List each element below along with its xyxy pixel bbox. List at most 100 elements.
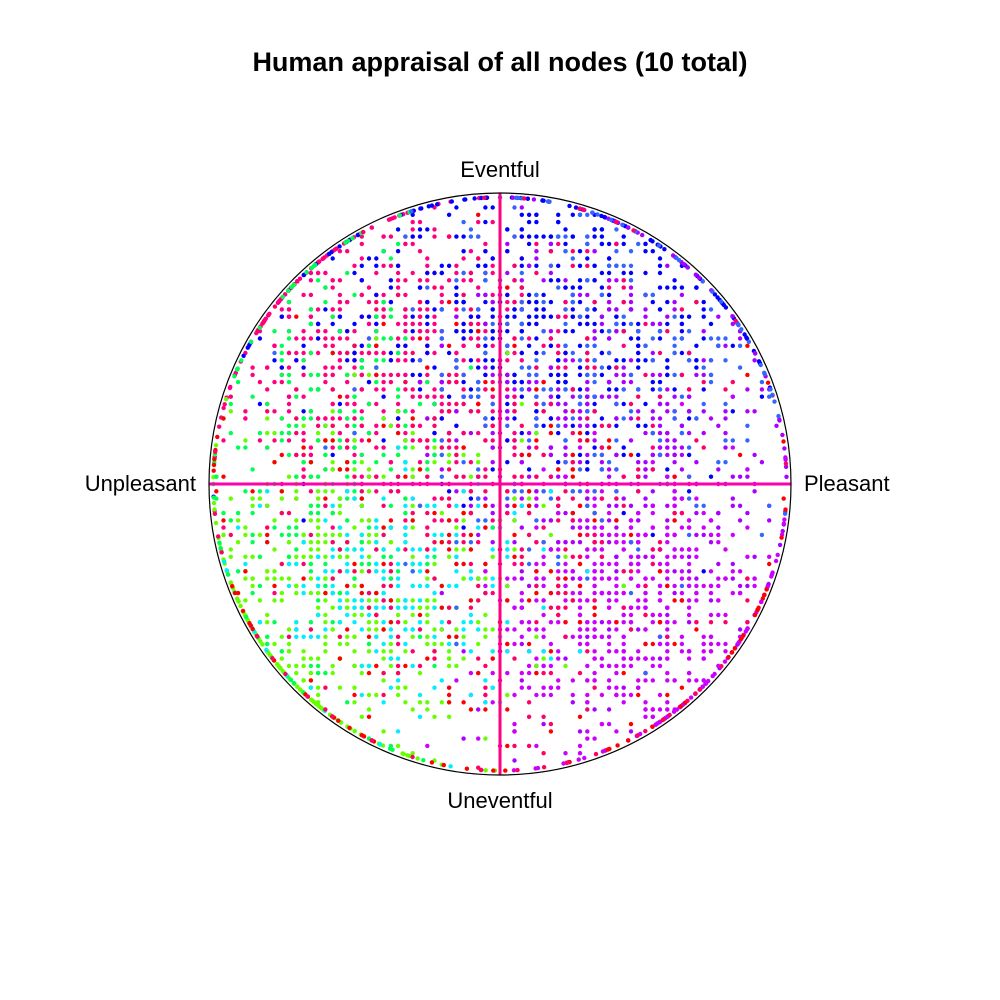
data-point [657, 336, 663, 341]
data-point [243, 569, 248, 574]
data-point [577, 321, 583, 327]
data-point [534, 263, 539, 268]
data-point [526, 336, 532, 341]
data-point [665, 409, 670, 414]
data-point [330, 503, 335, 508]
data-point [352, 452, 357, 458]
data-point [345, 532, 350, 538]
data-point [628, 663, 634, 669]
data-point [482, 195, 487, 200]
data-point [279, 598, 284, 603]
data-point [592, 590, 597, 596]
data-point [512, 518, 517, 523]
data-point [359, 598, 364, 603]
data-point [374, 430, 379, 436]
data-point [250, 590, 255, 596]
data-point [352, 547, 357, 552]
data-point [512, 721, 517, 727]
data-point [330, 416, 335, 421]
data-point [345, 350, 350, 356]
data-point [257, 336, 263, 341]
data-point [512, 656, 517, 661]
data-point [366, 554, 372, 559]
axis-label-pleasant: Pleasant [804, 471, 890, 496]
data-point [512, 430, 517, 436]
data-point [374, 358, 379, 363]
data-point [541, 692, 546, 698]
data-point [461, 489, 466, 494]
data-point [330, 460, 335, 465]
data-point [505, 576, 510, 581]
data-point [592, 518, 597, 523]
data-point [723, 460, 728, 465]
data-point [526, 627, 532, 632]
data-point [395, 270, 401, 276]
data-point [345, 372, 350, 378]
data-point [570, 700, 575, 705]
data-point [679, 554, 685, 559]
data-point [519, 234, 524, 239]
data-point [483, 278, 488, 283]
data-point [359, 612, 364, 618]
data-point [599, 329, 605, 334]
data-point [519, 423, 524, 428]
data-point [657, 285, 663, 290]
data-point [548, 314, 554, 319]
data-point [454, 569, 459, 574]
data-point [397, 213, 403, 218]
data-point [388, 278, 394, 283]
data-point [628, 372, 634, 378]
data-point [381, 583, 386, 589]
data-point [686, 649, 692, 654]
data-point [235, 445, 241, 450]
data-point [461, 540, 466, 545]
data-point [526, 620, 532, 625]
data-point [417, 314, 423, 319]
data-point [454, 329, 459, 334]
data-point [621, 416, 626, 421]
data-point [577, 372, 583, 378]
data-point [650, 321, 655, 327]
data-point [381, 416, 386, 421]
data-point [519, 299, 524, 305]
data-point [595, 212, 600, 217]
data-point [468, 358, 474, 363]
data-point [294, 670, 299, 676]
data-point [490, 445, 495, 450]
data-point [708, 598, 714, 603]
data-point [577, 452, 583, 458]
data-point [330, 314, 335, 319]
data-point [636, 518, 641, 523]
data-point [541, 489, 546, 494]
data-point [759, 387, 765, 392]
data-point [417, 583, 423, 589]
data-point [614, 394, 619, 399]
data-point [403, 379, 408, 385]
data-point [534, 249, 539, 254]
data-point [512, 438, 517, 443]
data-point [585, 620, 590, 625]
data-point [417, 379, 423, 385]
data-point [395, 358, 401, 363]
data-point [686, 532, 692, 538]
data-point [446, 460, 452, 465]
data-point [636, 343, 641, 348]
data-point [650, 249, 655, 254]
data-point [236, 598, 241, 604]
data-point [228, 496, 233, 501]
data-point [454, 489, 459, 494]
data-point [526, 467, 532, 472]
data-point [315, 474, 321, 479]
data-point [243, 416, 248, 421]
data-point [585, 249, 590, 254]
data-point [461, 343, 466, 348]
data-point [708, 612, 714, 618]
data-point [272, 590, 277, 596]
data-point [366, 467, 372, 472]
data-point [694, 620, 699, 625]
data-point [693, 272, 698, 277]
data-point [410, 754, 415, 760]
data-point [556, 350, 561, 356]
data-point [534, 423, 539, 428]
data-point [526, 670, 532, 676]
